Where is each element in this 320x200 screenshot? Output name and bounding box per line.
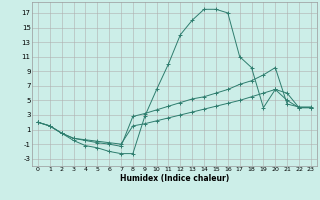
- X-axis label: Humidex (Indice chaleur): Humidex (Indice chaleur): [120, 174, 229, 183]
